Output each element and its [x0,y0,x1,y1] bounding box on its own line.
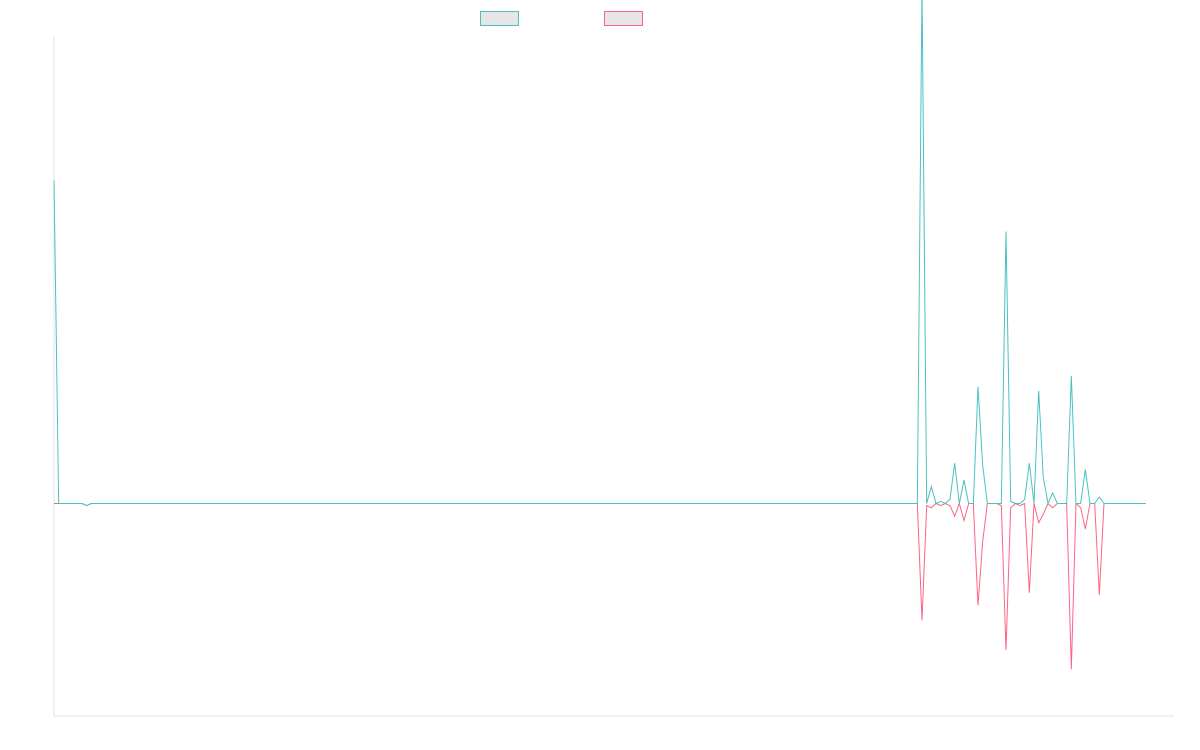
series-a-line [53,0,1146,507]
series-b-line [54,501,1146,670]
legend [0,9,1200,27]
series-layer [53,0,1146,670]
legend-swatch-series-a [480,10,519,26]
legend-item-series-b[interactable] [604,9,649,27]
legend-item-series-a[interactable] [480,9,525,27]
legend-swatch-series-b [604,10,643,26]
